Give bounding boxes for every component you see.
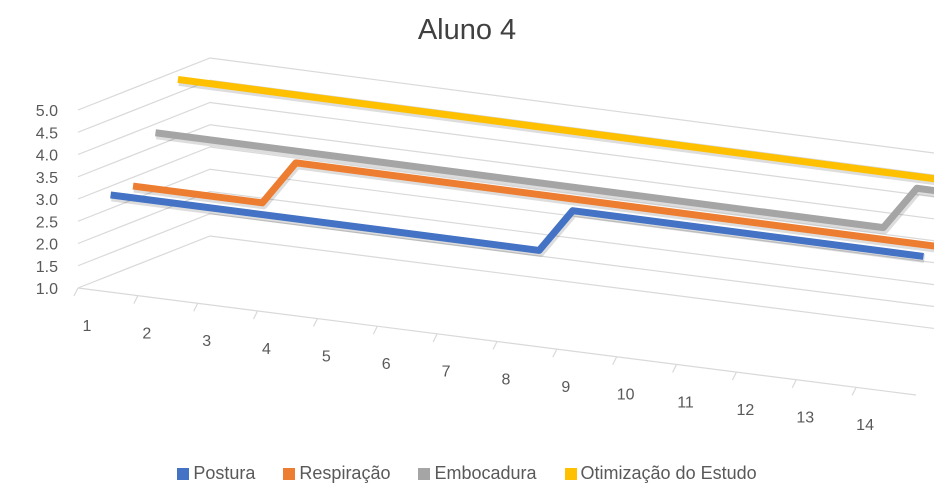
gridline	[77, 213, 934, 308]
series-line-4	[177, 75, 934, 183]
chart-title: Aluno 4	[417, 14, 517, 46]
x-tick-mark	[791, 379, 797, 388]
legend-swatch	[177, 468, 190, 480]
y-tick-label: 2.5	[36, 214, 58, 231]
x-tick-mark	[372, 325, 378, 335]
x-tick-label: 8	[501, 371, 510, 388]
x-tick-mark	[133, 295, 139, 304]
x-tick-mark	[612, 356, 618, 366]
x-tick-label: 4	[262, 341, 271, 358]
x-tick-mark	[552, 348, 558, 358]
y-tick-label: 3.0	[36, 192, 58, 209]
x-tick-mark	[193, 303, 199, 312]
x-tick-label: 11	[677, 394, 694, 411]
y-tick-label: 4.0	[36, 148, 58, 165]
gridline	[77, 146, 934, 242]
x-tick-label: 5	[322, 348, 331, 365]
x-tick-label: 7	[442, 364, 451, 381]
legend-item: Postura	[177, 463, 255, 484]
y-tick-label: 1.5	[36, 259, 58, 276]
x-tick-label: 14	[856, 417, 874, 434]
legend: Postura Respiração Embocadura Otimização do…	[0, 463, 934, 484]
x-tick-label: 1	[82, 318, 91, 335]
series-line-shadow	[133, 160, 934, 253]
legend-item: Otimização do Estudo	[564, 463, 757, 484]
x-tick-label: 12	[736, 402, 754, 419]
legend-label: Postura	[193, 463, 256, 483]
gridline	[77, 168, 934, 264]
legend-item: Embocadura	[418, 463, 537, 484]
x-tick-mark	[672, 364, 678, 373]
x-tick-mark	[73, 287, 79, 297]
legend-label: Otimização do Estudo	[580, 463, 757, 483]
series-line-3	[155, 129, 934, 232]
x-tick-label: 2	[142, 325, 151, 342]
y-tick-label: 4.5	[36, 125, 58, 142]
x-tick-label: 3	[202, 333, 211, 350]
x-tick-mark	[492, 341, 498, 350]
legend-label: Embocadura	[434, 463, 537, 483]
legend-label: Respiração	[299, 463, 391, 483]
legend-item: Respiração	[283, 463, 390, 484]
gridline	[77, 101, 934, 198]
y-tick-label: 2.0	[36, 237, 58, 254]
x-tick-mark	[253, 310, 259, 320]
gridline	[77, 235, 934, 330]
legend-swatch	[564, 468, 577, 480]
series-line-2	[132, 159, 934, 250]
gridline	[77, 124, 934, 220]
x-tick-label: 6	[382, 356, 391, 373]
legend-swatch	[418, 468, 431, 480]
x-axis-ticks: 1 2 3 4 5 6 7 8 9 10 11 12 13 14	[73, 287, 874, 434]
x-tick-mark	[851, 387, 857, 396]
series-line-1	[110, 191, 924, 260]
x-tick-mark	[312, 318, 318, 327]
gridline	[77, 190, 934, 286]
x-tick-label: 10	[617, 387, 635, 404]
series-lines	[110, 75, 934, 263]
x-tick-mark	[731, 371, 737, 381]
legend-swatch	[283, 468, 296, 480]
x-tick-label: 9	[561, 379, 570, 396]
y-tick-label: 5.0	[36, 103, 58, 120]
x-tick-label: 13	[796, 410, 814, 427]
x-tick-mark	[432, 333, 438, 343]
gridline	[77, 57, 934, 154]
y-tick-label: 3.5	[36, 170, 58, 187]
y-tick-label: 1.0	[36, 281, 58, 298]
y-axis-ticks: 1.0 1.5 2.0 2.5 3.0 3.5 4.0 4.5 5.0	[36, 103, 58, 298]
